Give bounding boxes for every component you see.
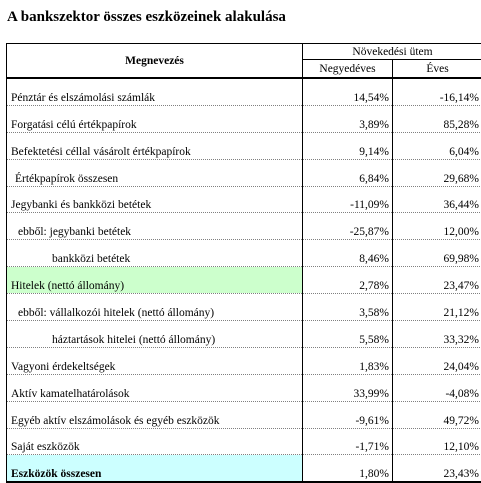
quarterly-value: 3,89% xyxy=(303,105,393,132)
table-row-total: Eszközök összesen 1,80% 23,43% xyxy=(7,455,481,482)
quarterly-value: -1,71% xyxy=(303,428,393,455)
quarterly-value: 3,58% xyxy=(303,294,393,321)
annual-value: 6,04% xyxy=(393,132,481,159)
quarterly-value: 8,46% xyxy=(303,240,393,267)
row-label: Befektetési céllal vásárolt értékpapírok xyxy=(7,132,303,159)
annual-value: 36,44% xyxy=(393,186,481,213)
table-row: Aktív kamatelhatárolások 33,99% -4,08% xyxy=(7,374,481,401)
annual-value: 29,68% xyxy=(393,159,481,186)
table-row: Hitelek (nettó állomány) 2,78% 23,47% xyxy=(7,267,481,294)
annual-value: 33,32% xyxy=(393,321,481,348)
table-row: Értékpapírok összesen 6,84% 29,68% xyxy=(7,159,481,186)
row-label: Eszközök összesen xyxy=(7,455,303,482)
annual-value: 69,98% xyxy=(393,240,481,267)
table-row: Saját eszközök -1,71% 12,10% xyxy=(7,428,481,455)
row-label: ebből: vállalkozói hitelek (nettó állomá… xyxy=(7,294,303,321)
row-label: Értékpapírok összesen xyxy=(7,159,303,186)
annual-value: -4,08% xyxy=(393,374,481,401)
annual-value: 23,47% xyxy=(393,267,481,294)
annual-value: 12,10% xyxy=(393,428,481,455)
annual-value: 85,28% xyxy=(393,105,481,132)
row-label: Pénztár és elszámolási számlák xyxy=(7,78,303,105)
column-header-name: Megnevezés xyxy=(7,44,303,79)
annual-value: 49,72% xyxy=(393,401,481,428)
quarterly-value: 1,80% xyxy=(303,455,393,482)
table-row: Vagyoni érdekeltségek 1,83% 24,04% xyxy=(7,347,481,374)
row-label: ebből: jegybanki betétek xyxy=(7,213,303,240)
table-row: Forgatási célú értékpapírok 3,89% 85,28% xyxy=(7,105,481,132)
quarterly-value: -9,61% xyxy=(303,401,393,428)
quarterly-value: 9,14% xyxy=(303,132,393,159)
quarterly-value: 14,54% xyxy=(303,78,393,105)
row-label: háztartások hitelei (nettó állomány) xyxy=(7,321,303,348)
table-row: bankközi betétek 8,46% 69,98% xyxy=(7,240,481,267)
quarterly-value: 2,78% xyxy=(303,267,393,294)
annual-value: 24,04% xyxy=(393,347,481,374)
table-row: ebből: vállalkozói hitelek (nettó állomá… xyxy=(7,294,481,321)
column-header-quarterly: Negyedéves xyxy=(303,60,393,79)
annual-value: 23,43% xyxy=(393,455,481,482)
quarterly-value: -11,09% xyxy=(303,186,393,213)
table-row: Egyéb aktív elszámolások és egyéb eszköz… xyxy=(7,401,481,428)
row-label: Vagyoni érdekeltségek xyxy=(7,347,303,374)
annual-value: 12,00% xyxy=(393,213,481,240)
table-row: Jegybanki és bankközi betétek -11,09% 36… xyxy=(7,186,481,213)
table-row: ebből: jegybanki betétek -25,87% 12,00% xyxy=(7,213,481,240)
annual-value: 21,12% xyxy=(393,294,481,321)
row-label: Jegybanki és bankközi betétek xyxy=(7,186,303,213)
row-label: Aktív kamatelhatárolások xyxy=(7,374,303,401)
page-title: A bankszektor összes eszközeinek alakulá… xyxy=(7,9,286,26)
annual-value: -16,14% xyxy=(393,78,481,105)
row-label: Saját eszközök xyxy=(7,428,303,455)
table-row: Befektetési céllal vásárolt értékpapírok… xyxy=(7,132,481,159)
table-row: Pénztár és elszámolási számlák 14,54% -1… xyxy=(7,78,481,105)
assets-table: Megnevezés Növekedési ütem Negyedéves Év… xyxy=(6,43,481,483)
quarterly-value: 33,99% xyxy=(303,374,393,401)
column-group-header: Növekedési ütem xyxy=(303,44,481,60)
row-label: bankközi betétek xyxy=(7,240,303,267)
quarterly-value: 5,58% xyxy=(303,321,393,348)
row-label: Hitelek (nettó állomány) xyxy=(7,267,303,294)
quarterly-value: -25,87% xyxy=(303,213,393,240)
table-row: háztartások hitelei (nettó állomány) 5,5… xyxy=(7,321,481,348)
quarterly-value: 6,84% xyxy=(303,159,393,186)
quarterly-value: 1,83% xyxy=(303,347,393,374)
column-header-annual: Éves xyxy=(393,60,481,79)
row-label: Egyéb aktív elszámolások és egyéb eszköz… xyxy=(7,401,303,428)
row-label: Forgatási célú értékpapírok xyxy=(7,105,303,132)
